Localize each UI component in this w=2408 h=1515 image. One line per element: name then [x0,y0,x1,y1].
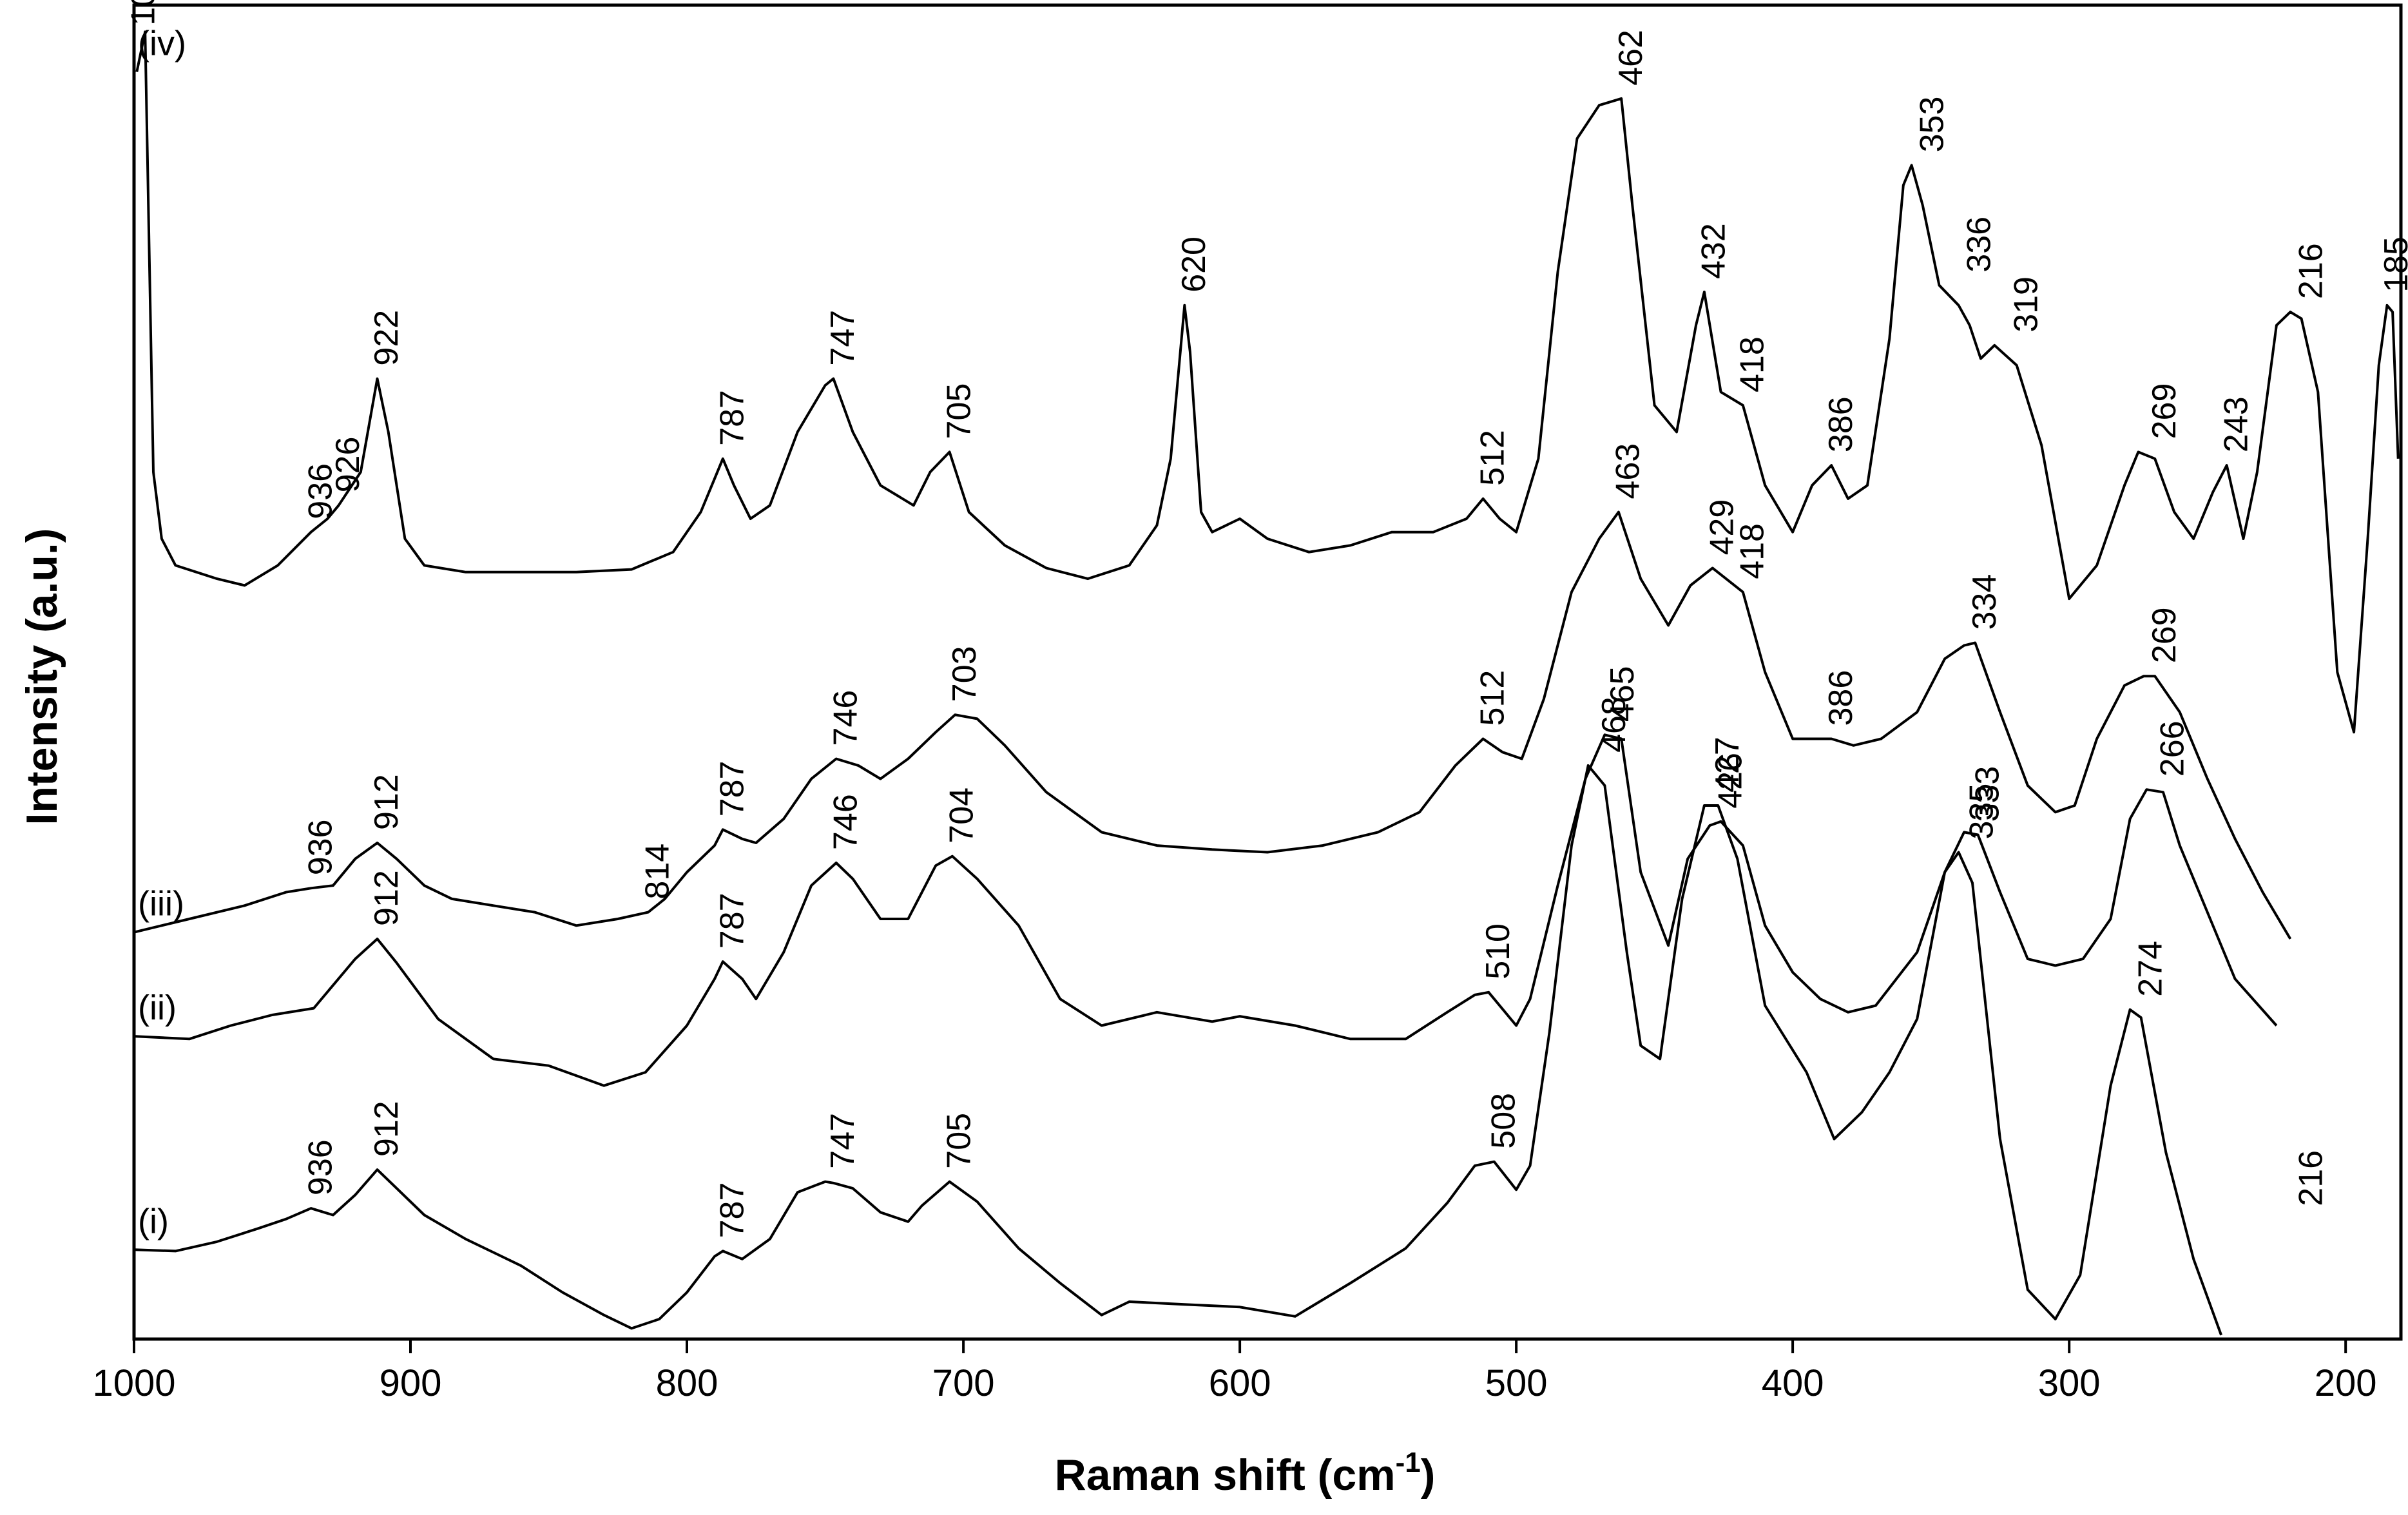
peak-label-i-468: 468 [1595,697,1633,753]
series-line-iii [133,510,2292,940]
x-tick-label-900: 900 [380,1362,442,1404]
peak-label-iv-922: 922 [368,310,405,366]
peak-label-i-274: 274 [2132,941,2169,997]
x-axis-title-close: ) [1421,1451,1436,1500]
peak-label-ii-787: 787 [714,893,751,949]
peak-label-i-705: 705 [940,1113,978,1169]
peak-label-iii-746: 746 [827,690,864,746]
peak-label-i-747: 747 [824,1113,862,1169]
x-tick-layer: 1000 900 800 700 600 500 400 300 200 [92,1339,2377,1404]
x-tick-label-700: 700 [932,1362,995,1404]
peak-label-iii-418: 418 [1734,523,1771,579]
x-tick-label-1000: 1000 [92,1362,175,1404]
peak-label-iii-463: 463 [1610,443,1647,499]
x-axis-title-superscript: -1 [1396,1447,1421,1478]
peak-label-iii-814: 814 [639,844,677,900]
peak-label-iv-787: 787 [714,390,751,446]
series-label-i: (i) [138,1202,169,1240]
x-axis-title-main: Raman shift (cm [1055,1451,1396,1500]
peak-label-iv-926: 926 [329,437,367,493]
peak-label-i-427: 427 [1709,737,1746,793]
x-axis-title: Raman shift (cm-1) [1055,1447,1436,1500]
peak-label-iv-705: 705 [940,383,978,439]
series-label-iv: (iv) [138,24,186,63]
peak-label-iv-418: 418 [1734,336,1771,392]
peak-label-iii-334: 334 [1966,574,2003,630]
peak-label-ii-426: 426 [1711,753,1749,809]
peak-label-i-508: 508 [1485,1093,1523,1149]
series-label-layer: (i) (ii) (iii) (iv) [138,24,186,1241]
peak-label-ii-266: 266 [2154,720,2191,777]
peak-label-iv-336: 336 [1960,217,1998,273]
series-label-iii: (iii) [138,885,184,923]
x-tick-label-400: 400 [1762,1362,1824,1404]
peak-label-iii-703: 703 [946,646,983,702]
peak-label-iv-512: 512 [1474,430,1511,486]
peak-label-ii-333: 333 [1969,766,2006,822]
series-line-ii [133,733,2278,1087]
series-line-iv [135,30,2400,734]
x-tick-label-600: 600 [1209,1362,1271,1404]
x-tick-label-300: 300 [2038,1362,2101,1404]
peak-label-ii-704: 704 [943,787,981,844]
peak-label-iv-353: 353 [1914,97,1951,153]
peak-label-i-335: 335 [1963,784,2001,840]
peak-label-iii-512: 512 [1474,670,1511,726]
peak-label-i-912: 912 [368,1101,405,1157]
peak-label-iv-185: 185 [2378,236,2408,293]
series-line-i [133,764,2222,1336]
plot-frame [132,3,2403,1341]
peak-label-iv-386: 386 [1822,396,1860,452]
peak-label-i-787: 787 [714,1182,751,1239]
peak-label-iv-269: 269 [2146,383,2183,439]
peak-label-iv-936: 936 [302,463,339,519]
peak-label-ii-465: 465 [1604,666,1641,722]
peak-label-iii-912: 912 [368,774,405,830]
peak-label-iv-620: 620 [1175,236,1213,293]
peak-label-i-936: 936 [302,1139,339,1195]
peak-label-iv-319: 319 [2007,276,2045,333]
peak-label-iii-787: 787 [714,761,751,817]
peak-label-iii-936: 936 [302,820,339,876]
peak-label-i-216: 216 [2292,1150,2329,1206]
y-axis-title: Intensity (a.u.) [17,528,66,825]
peak-label-iv-462: 462 [1612,30,1650,86]
peak-label-ii-912: 912 [368,870,405,926]
peak-label-iii-269: 269 [2146,607,2183,663]
peak-label-iv-243: 243 [2217,396,2255,452]
x-tick-label-500: 500 [1485,1362,1548,1404]
peak-label-ii-746: 746 [827,794,864,850]
peak-label-layer: 1000922926936787747705620512462432418386… [125,0,2408,1238]
peak-label-iii-429: 429 [1703,499,1740,555]
peak-label-iv-216: 216 [2292,243,2329,299]
peak-label-ii-510: 510 [1479,923,1517,979]
series-layer [133,30,2400,1336]
peak-label-iv-432: 432 [1695,223,1733,279]
x-tick-label-200: 200 [2315,1362,2377,1404]
series-label-ii: (ii) [138,989,177,1027]
peak-label-iv-747: 747 [824,310,862,366]
x-tick-label-800: 800 [656,1362,718,1404]
peak-label-iii-386: 386 [1822,670,1860,726]
